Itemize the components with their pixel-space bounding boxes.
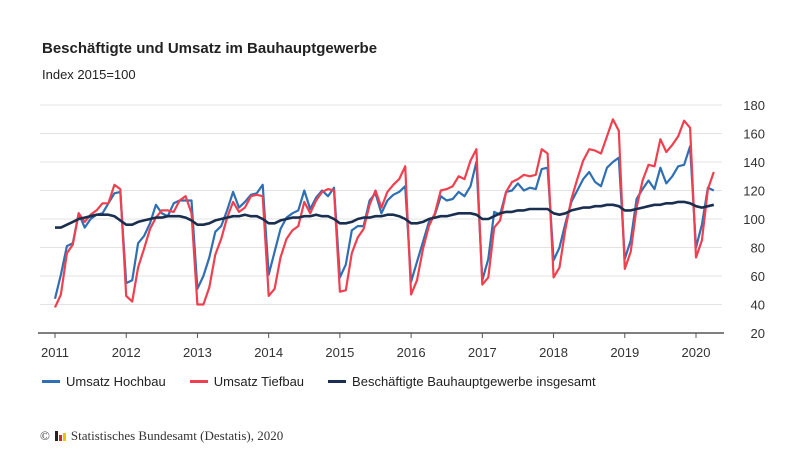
x-tick-label: 2011 (41, 345, 69, 360)
x-tick-label: 2016 (397, 345, 426, 360)
destatis-logo-icon (54, 431, 66, 441)
x-tick-label: 2014 (254, 345, 283, 360)
y-tick-label: 60 (751, 269, 765, 284)
series-beschaeftigte (55, 200, 715, 229)
y-tick-label: 80 (751, 241, 765, 256)
legend-swatch (328, 380, 347, 383)
y-tick-label: 100 (743, 212, 765, 227)
legend-label: Beschäftigte Bauhauptgewerbe insgesamt (352, 374, 596, 389)
x-tick-label: 2015 (325, 345, 354, 360)
x-tick-label: 2019 (610, 345, 639, 360)
series-umsatz-hochbau (53, 145, 715, 300)
y-tick-label: 160 (743, 127, 765, 142)
copyright-symbol: © (40, 428, 50, 443)
legend-swatch (189, 380, 208, 383)
legend-item-beschaeftigte: Beschäftigte Bauhauptgewerbe insgesamt (328, 374, 596, 389)
y-tick-label: 180 (743, 98, 765, 113)
legend-label: Umsatz Hochbau (66, 374, 166, 389)
y-tick-label: 120 (743, 184, 765, 199)
x-tick-label: 2012 (112, 345, 141, 360)
source-text: Statistisches Bundesamt (Destatis), 2020 (70, 428, 284, 443)
x-tick-label: 2020 (682, 345, 711, 360)
y-tick-label: 40 (751, 298, 765, 313)
series-umsatz-tiefbau (53, 118, 715, 308)
y-tick-label: 140 (743, 155, 765, 170)
legend: Umsatz Hochbau Umsatz Tiefbau Beschäftig… (42, 374, 596, 389)
chart-subtitle: Index 2015=100 (42, 67, 136, 82)
x-tick-label: 2013 (183, 345, 212, 360)
legend-item-tiefbau: Umsatz Tiefbau (189, 374, 305, 389)
chart-title: Beschäftigte und Umsatz im Bauhauptgewer… (42, 40, 378, 57)
source-footer: © Statistisches Bundesamt (Destatis), 20… (40, 428, 283, 444)
x-tick-label: 2018 (539, 345, 568, 360)
legend-label: Umsatz Tiefbau (213, 374, 305, 389)
x-tick-label: 2017 (468, 345, 497, 360)
legend-item-hochbau: Umsatz Hochbau (42, 374, 166, 389)
legend-swatch (42, 380, 60, 383)
y-tick-label: 20 (751, 326, 765, 341)
